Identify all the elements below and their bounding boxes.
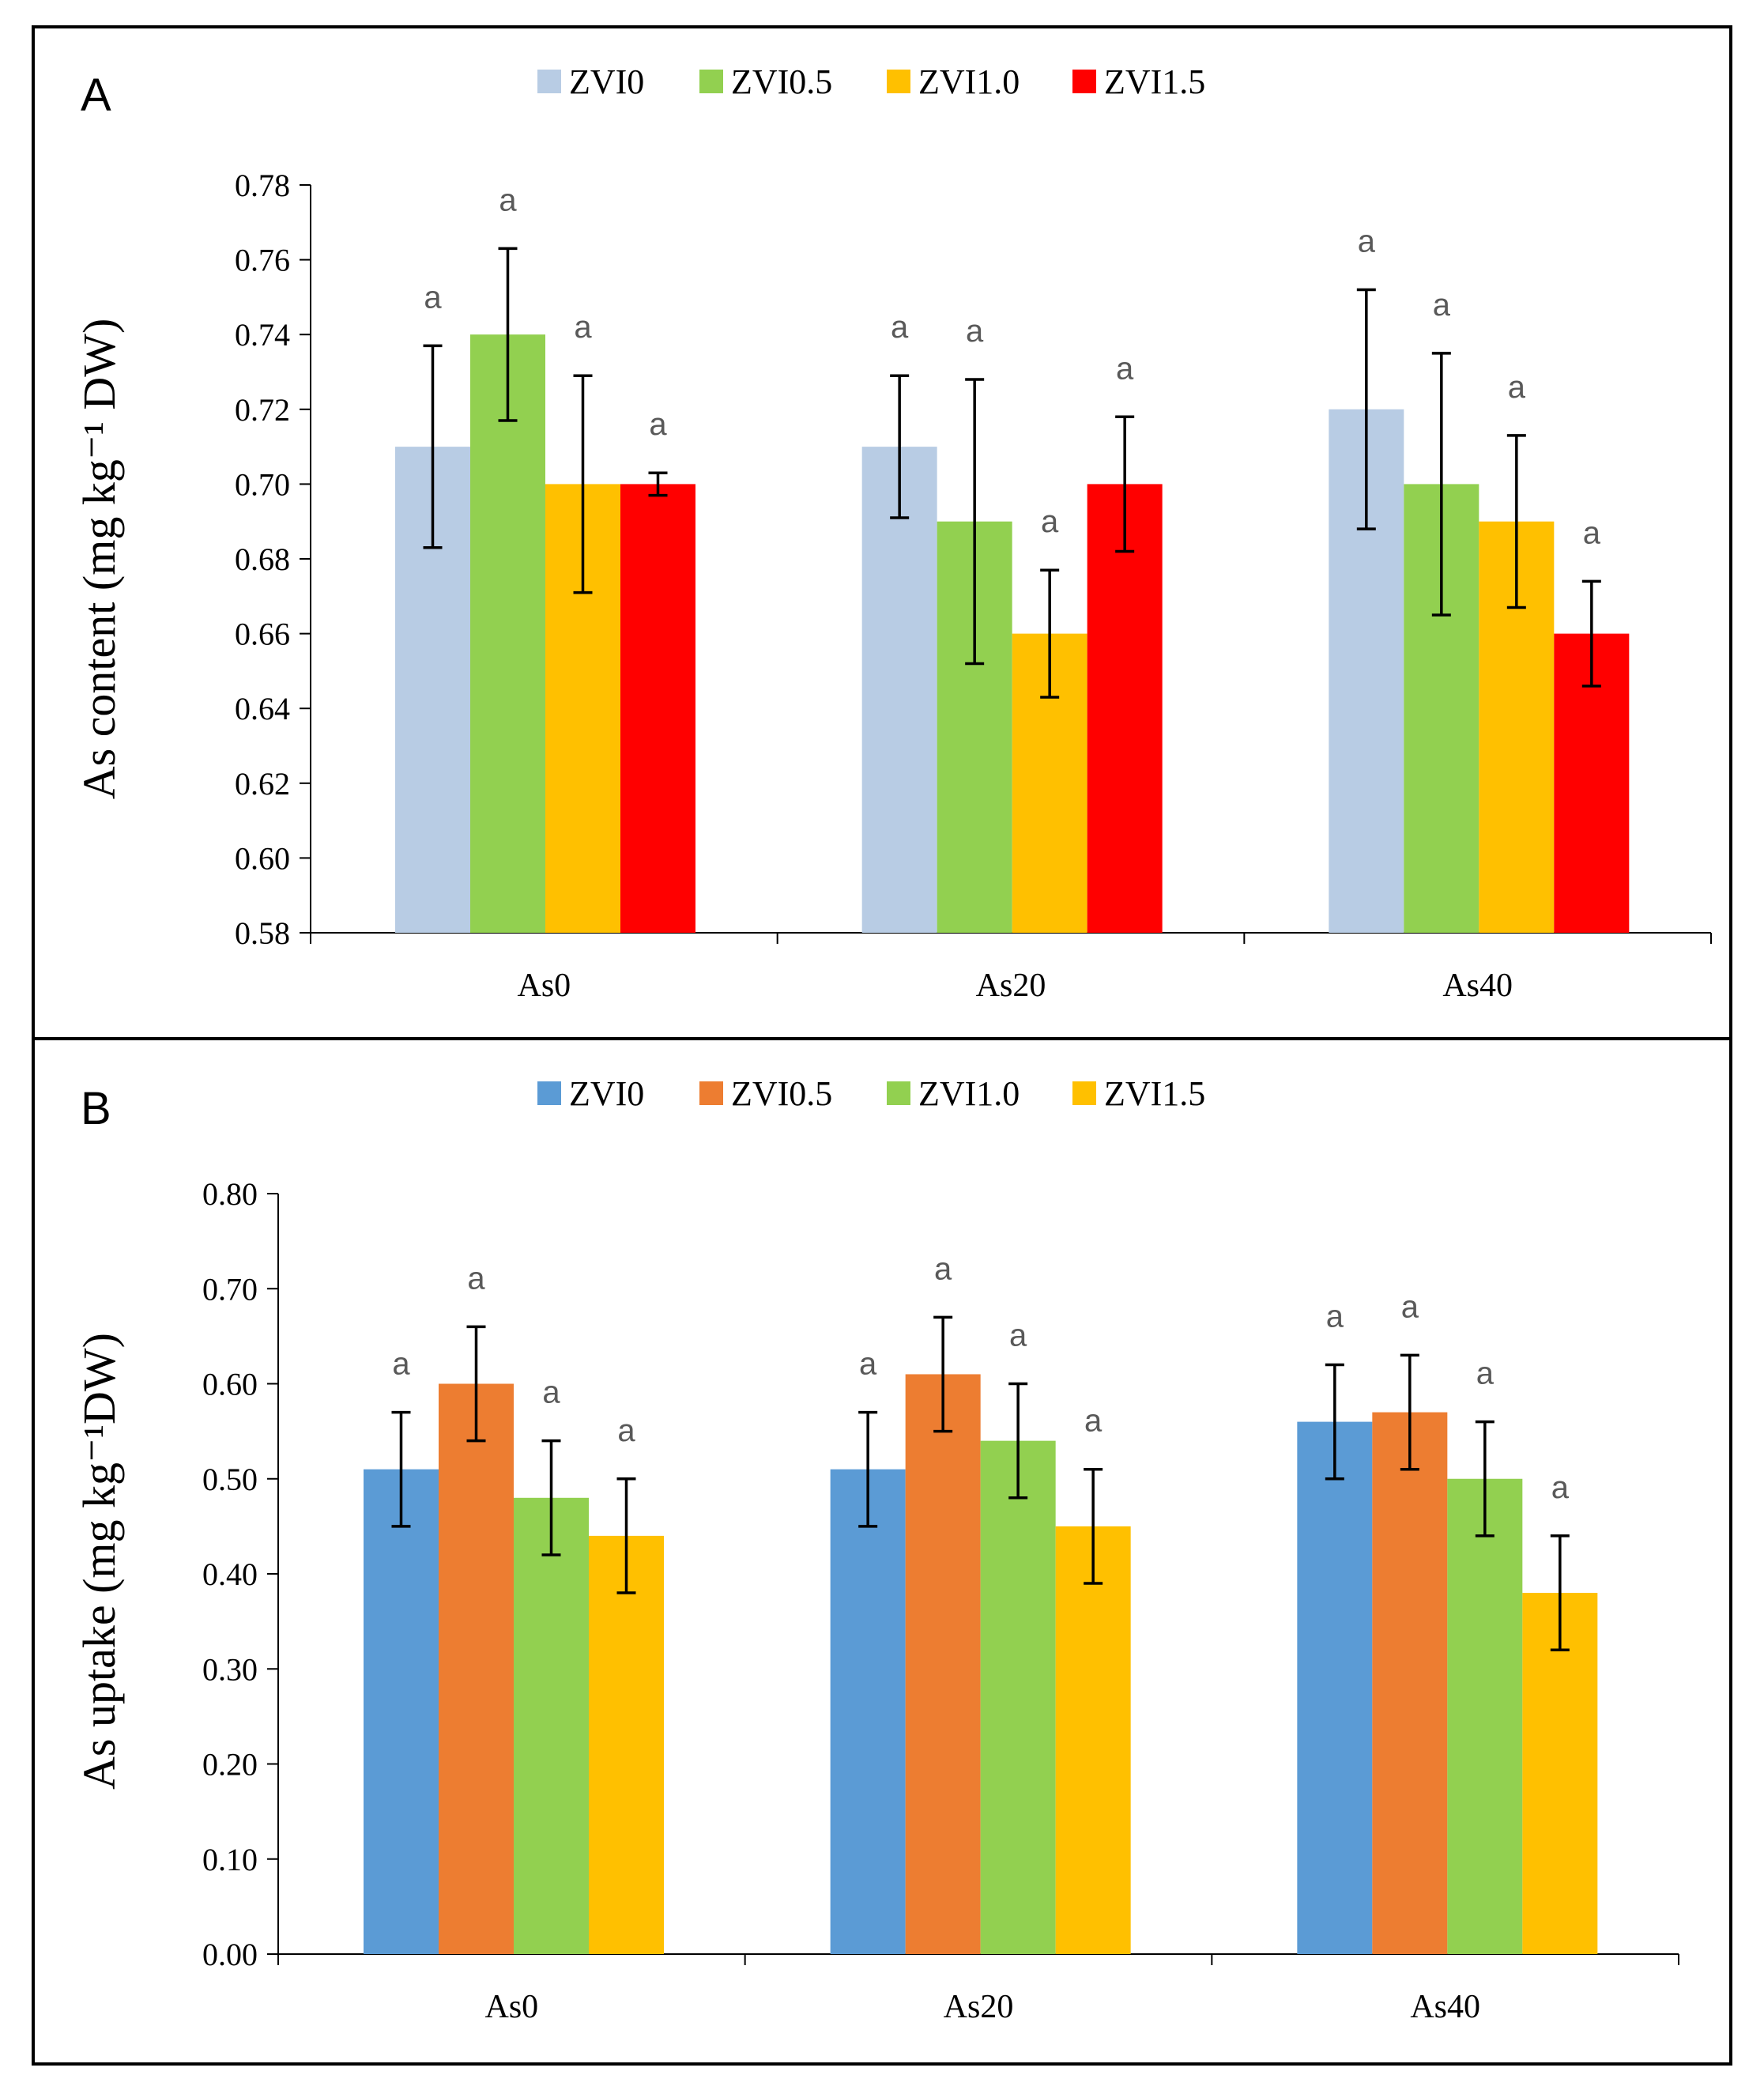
panel-a-y-tick-label: 0.66: [235, 617, 290, 652]
panel-a-y-tick-label: 0.60: [235, 840, 290, 876]
panel-a-y-tick-label: 0.74: [235, 317, 290, 353]
panel-a-y-tick-label: 0.68: [235, 541, 290, 577]
panel-a-y-tick-label: 0.62: [235, 766, 290, 802]
panel-b-y-tick-label: 0.60: [202, 1367, 258, 1402]
panel-b-category-label-as20: As20: [944, 1989, 1014, 2025]
panel-b-significance-label-as20-zvi0-5: a: [934, 1251, 952, 1286]
panel-b-bar-as20-zvi1-5: [1055, 1526, 1131, 1954]
panel-b-significance-label-as20-zvi1-5: a: [1084, 1404, 1102, 1439]
panel-a-significance-label-as0-zvi1-0: a: [574, 310, 592, 345]
panel-b-y-tick-label: 0.20: [202, 1747, 258, 1783]
panel-a-significance-label-as20-zvi1-0: a: [1041, 504, 1059, 539]
panel-b-label: B: [81, 1083, 111, 1134]
panel-b-legend-swatch-zvi1-0: [887, 1081, 910, 1105]
panel-b-bar-as0-zvi0-5: [439, 1383, 514, 1954]
panel-a-y-tick-label: 0.70: [235, 466, 290, 502]
panel-b-y-tick-label: 0.00: [202, 1937, 258, 1972]
panel-a-legend-label-zvi0-5: ZVI0.5: [731, 62, 832, 101]
panel-a-category-label-as0: As0: [517, 968, 571, 1004]
panel-a-legend-swatch-zvi1-0: [887, 70, 910, 93]
panel-a-bar-as20-zvi0: [861, 447, 937, 933]
panel-b-y-tick-label: 0.40: [202, 1556, 258, 1592]
panel-b-significance-label-as0-zvi0: a: [392, 1347, 410, 1382]
panel-b-significance-label-as20-zvi1-0: a: [1009, 1319, 1027, 1353]
panel-a-legend-swatch-zvi0: [537, 70, 561, 93]
panel-b-legend-label-zvi1-0: ZVI1.0: [918, 1074, 1020, 1113]
panel-a-significance-label-as40-zvi0-5: a: [1433, 288, 1451, 323]
panel-a-y-tick-label: 0.72: [235, 392, 290, 428]
panel-a-legend-label-zvi1-0: ZVI1.0: [918, 62, 1020, 101]
panel-b-significance-label-as0-zvi0-5: a: [467, 1261, 485, 1296]
panel-b-bar-as20-zvi0: [830, 1469, 906, 1954]
panel-b-legend-swatch-zvi0: [537, 1081, 561, 1105]
panel-b-significance-label-as20-zvi0: a: [859, 1347, 877, 1382]
panel-b-bar-as0-zvi0: [364, 1469, 439, 1954]
panel-b-significance-label-as0-zvi1-0: a: [542, 1375, 560, 1410]
panel-b-bar-as20-zvi0-5: [905, 1374, 981, 1954]
panel-b-y-tick-label: 0.50: [202, 1462, 258, 1497]
panel-b-bar-as0-zvi1-5: [589, 1535, 664, 1954]
panel-b-y-tick-label: 0.30: [202, 1651, 258, 1687]
panel-b-significance-label-as40-zvi0: a: [1326, 1299, 1344, 1334]
panel-a-significance-label-as20-zvi0-5: a: [966, 314, 984, 349]
panel-b-y-axis-title: As uptake (mg kg⁻¹DW): [74, 1333, 125, 1790]
panel-a-legend-label-zvi1-5: ZVI1.5: [1104, 62, 1205, 101]
panel-a-significance-label-as0-zvi0: a: [424, 280, 442, 315]
panel-a-bar-as20-zvi1-5: [1087, 484, 1163, 933]
panel-a-y-tick-label: 0.78: [235, 168, 290, 203]
panel-a-y-tick-label: 0.58: [235, 915, 290, 951]
panel-b-chart: B ZVI0 ZVI0.5 ZVI1.0 ZVI1.5 0.00 0.10 0.20 0.30…: [74, 1074, 1679, 2025]
panel-b-category-label-as40: As40: [1410, 1989, 1480, 2025]
panel-a-significance-label-as20-zvi0: a: [891, 310, 909, 345]
panel-b-y-tick-label: 0.80: [202, 1176, 258, 1212]
panel-a-bar-as0-zvi0-5: [470, 334, 545, 933]
panel-a-significance-label-as0-zvi1-5: a: [649, 407, 667, 442]
panel-b-bar-as0-zvi1-0: [514, 1497, 589, 1954]
panel-b-bar-as40-zvi0-5: [1372, 1412, 1448, 1954]
panel-b-bar-as40-zvi1-0: [1447, 1478, 1523, 1954]
panel-a-y-tick-label: 0.64: [235, 691, 290, 726]
panel-b-legend-swatch-zvi0-5: [699, 1081, 723, 1105]
panel-a-y-tick-label: 0.76: [235, 243, 290, 278]
panel-b-legend-label-zvi0-5: ZVI0.5: [731, 1074, 832, 1113]
panel-a-significance-label-as40-zvi1-0: a: [1508, 370, 1526, 405]
panel-b-bar-as40-zvi0: [1297, 1421, 1373, 1954]
panel-b-y-tick-label: 0.10: [202, 1842, 258, 1877]
panel-b-significance-label-as40-zvi1-0: a: [1476, 1356, 1494, 1391]
panel-a-category-label-as40: As40: [1442, 968, 1513, 1004]
panel-b-bar-as40-zvi1-5: [1522, 1593, 1598, 1954]
panel-a-y-axis-title: As content (mg kg⁻¹ DW): [74, 319, 125, 800]
panel-a-chart: A ZVI0 ZVI0.5 ZVI1.0 ZVI1.5 0.58 0.60 0.62 0.64…: [74, 62, 1712, 1004]
panel-a-significance-label-as0-zvi0-5: a: [499, 183, 517, 217]
panel-b-legend-swatch-zvi1-5: [1072, 1081, 1096, 1105]
panel-a-significance-label-as40-zvi1-5: a: [1583, 515, 1601, 550]
panel-a-legend-swatch-zvi0-5: [699, 70, 723, 93]
panel-b-significance-label-as0-zvi1-5: a: [617, 1413, 635, 1448]
panel-a-bar-as0-zvi1-5: [620, 484, 695, 933]
panel-b-category-label-as0: As0: [484, 1989, 538, 2025]
panel-b-bar-as20-zvi1-0: [980, 1440, 1056, 1954]
panel-a-legend-swatch-zvi1-5: [1072, 70, 1096, 93]
panel-b-significance-label-as40-zvi0-5: a: [1401, 1289, 1419, 1324]
panel-b-legend-label-zvi1-5: ZVI1.5: [1104, 1074, 1205, 1113]
panel-b-significance-label-as40-zvi1-5: a: [1551, 1470, 1570, 1505]
panel-b-legend-label-zvi0: ZVI0: [569, 1074, 644, 1113]
panel-a-significance-label-as40-zvi0: a: [1358, 224, 1376, 258]
panel-b-y-tick-label: 0.70: [202, 1271, 258, 1307]
panel-a-label: A: [81, 70, 111, 121]
panel-a-legend-label-zvi0: ZVI0: [569, 62, 644, 101]
panel-a-category-label-as20: As20: [976, 968, 1046, 1004]
panel-a-significance-label-as20-zvi1-5: a: [1116, 351, 1134, 386]
